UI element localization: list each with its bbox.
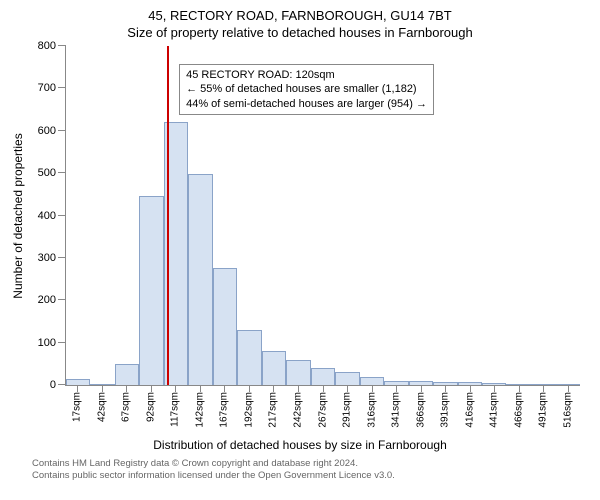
- property-marker-line: [167, 46, 169, 385]
- annotation-line2: ← 55% of detached houses are smaller (1,…: [186, 82, 427, 96]
- annotation-line1: 45 RECTORY ROAD: 120sqm: [186, 68, 427, 82]
- histogram-bar: [360, 377, 384, 385]
- x-axis-label: Distribution of detached houses by size …: [10, 438, 590, 452]
- y-tick-label: 0: [28, 379, 56, 391]
- chart-title-line1: 45, RECTORY ROAD, FARNBOROUGH, GU14 7BT: [10, 8, 590, 23]
- y-tick-label: 100: [28, 337, 56, 349]
- x-axis-ticks: 17sqm 42sqm 67sqm 92sqm 117sqm 142sqm 167sqm 19…: [65, 386, 580, 436]
- x-tick-label: 92sqm: [145, 392, 156, 422]
- x-tick-label: 491sqm: [538, 392, 549, 428]
- y-axis-label: Number of detached properties: [11, 133, 25, 298]
- x-tick-label: 142sqm: [194, 392, 205, 428]
- x-tick-label: 366sqm: [415, 392, 426, 428]
- x-tick-label: 441sqm: [489, 392, 500, 428]
- y-tick: [58, 257, 66, 258]
- y-tick: [58, 87, 66, 88]
- annotation-box: 45 RECTORY ROAD: 120sqm ← 55% of detache…: [179, 64, 434, 115]
- x-tick-label: 217sqm: [268, 392, 279, 428]
- annotation-line3: 44% of semi-detached houses are larger (…: [186, 97, 427, 111]
- x-tick-label: 466sqm: [513, 392, 524, 428]
- histogram-bar: [433, 382, 457, 385]
- y-tick-label: 600: [28, 125, 56, 137]
- histogram-bar: [139, 196, 163, 385]
- y-tick: [58, 45, 66, 46]
- y-tick-label: 800: [28, 40, 56, 52]
- chart-container: 45, RECTORY ROAD, FARNBOROUGH, GU14 7BT …: [0, 0, 600, 500]
- chart-title-line2: Size of property relative to detached ho…: [10, 25, 590, 40]
- x-tick-label: 391sqm: [440, 392, 451, 428]
- histogram-bar: [482, 383, 506, 385]
- histogram-bar: [384, 381, 408, 385]
- histogram-bar: [115, 364, 139, 385]
- histogram-bar: [66, 379, 90, 385]
- y-tick: [58, 342, 66, 343]
- histogram-bar: [90, 384, 114, 385]
- x-tick-label: 42sqm: [96, 392, 107, 422]
- x-tick-label: 117sqm: [170, 392, 181, 427]
- x-tick-label: 516sqm: [562, 392, 573, 428]
- y-tick-label: 400: [28, 210, 56, 222]
- histogram-bar: [409, 381, 433, 385]
- histogram-bar: [237, 330, 261, 385]
- y-tick: [58, 384, 66, 385]
- histogram-bar: [531, 384, 555, 385]
- x-tick-label: 67sqm: [121, 392, 132, 422]
- y-tick: [58, 299, 66, 300]
- x-tick-label: 416sqm: [464, 392, 475, 428]
- x-tick-label: 341sqm: [391, 392, 402, 428]
- x-tick-label: 316sqm: [366, 392, 377, 428]
- x-tick-label: 242sqm: [292, 392, 303, 428]
- x-tick-label: 291sqm: [342, 392, 353, 428]
- y-tick: [58, 172, 66, 173]
- x-tick-label: 167sqm: [219, 392, 230, 428]
- x-tick-label: 17sqm: [72, 392, 83, 422]
- histogram-bar: [262, 351, 286, 385]
- y-tick: [58, 215, 66, 216]
- y-tick-label: 500: [28, 167, 56, 179]
- histogram-bar: [335, 372, 359, 385]
- y-tick-label: 200: [28, 294, 56, 306]
- attribution-footer: Contains HM Land Registry data © Crown c…: [32, 458, 590, 483]
- histogram-bar: [555, 384, 579, 385]
- footer-line1: Contains HM Land Registry data © Crown c…: [32, 458, 590, 470]
- plot-area: Number of detached properties 45 RECTORY…: [65, 46, 580, 386]
- histogram-bar: [213, 268, 237, 385]
- x-tick-label: 192sqm: [243, 392, 254, 428]
- histogram-bar: [506, 384, 530, 385]
- y-tick-label: 700: [28, 82, 56, 94]
- y-tick-label: 300: [28, 252, 56, 264]
- footer-line2: Contains public sector information licen…: [32, 470, 590, 482]
- histogram-bar: [311, 368, 335, 385]
- y-tick: [58, 130, 66, 131]
- histogram-bar: [286, 360, 310, 385]
- histogram-bar: [458, 382, 482, 385]
- x-tick-label: 267sqm: [317, 392, 328, 428]
- histogram-bar: [188, 174, 212, 385]
